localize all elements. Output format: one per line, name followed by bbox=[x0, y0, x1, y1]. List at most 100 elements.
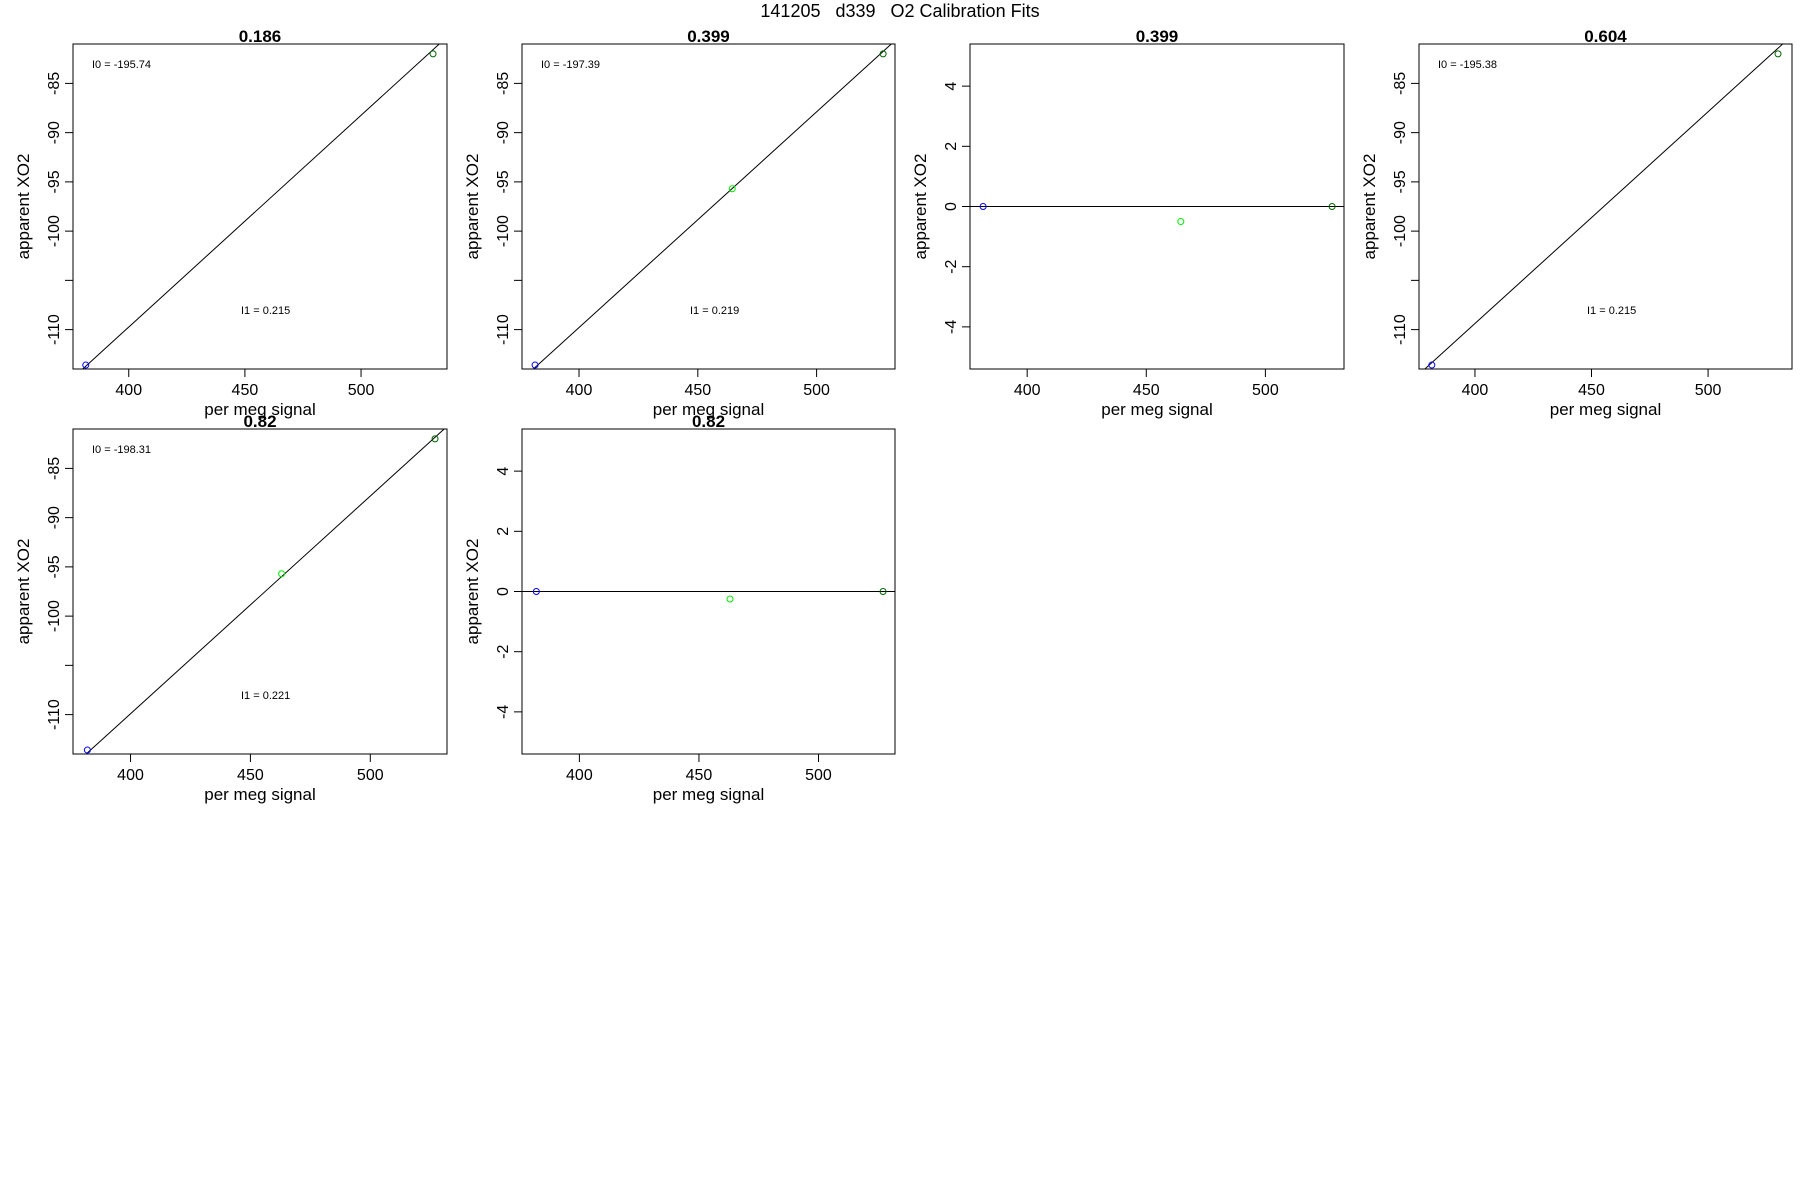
plot-panel-5: 0.82 400 450 500 per meg signal -85 -90 -95 -100… bbox=[14, 412, 448, 804]
x-tick-label: 450 bbox=[686, 767, 713, 784]
y-tick-label: -85 bbox=[46, 457, 63, 480]
y-axis-label: apparent XO2 bbox=[463, 154, 482, 260]
slope-annotation: I1 = 0.219 bbox=[690, 305, 739, 317]
y-tick-label: -100 bbox=[1392, 215, 1409, 247]
y-tick-label: -90 bbox=[46, 506, 63, 529]
data-point bbox=[278, 570, 286, 578]
y-tick-label: -2 bbox=[943, 259, 960, 273]
y-tick-label: -110 bbox=[46, 699, 63, 730]
y-tick-label: 4 bbox=[943, 82, 960, 91]
x-tick-label: 450 bbox=[232, 382, 259, 399]
y-tick-label: 4 bbox=[495, 467, 512, 476]
plot-frame bbox=[521, 43, 896, 370]
data-point bbox=[1328, 203, 1336, 210]
y-tick-label: -100 bbox=[46, 215, 63, 247]
data-point bbox=[431, 435, 439, 443]
x-axis-label: per meg signal bbox=[653, 400, 765, 419]
intercept-annotation: I0 = -195.74 bbox=[92, 59, 151, 71]
y-tick-label: -95 bbox=[495, 170, 512, 193]
plot-title: 0.186 bbox=[239, 27, 282, 46]
y-tick-label: -95 bbox=[46, 170, 63, 193]
y-tick-label: -110 bbox=[495, 314, 512, 345]
plot-panel-2: 0.399 400 450 500 per meg signal -85 -90 -95 -10… bbox=[463, 27, 896, 419]
x-tick-label: 400 bbox=[566, 382, 593, 399]
x-axis-label: per meg signal bbox=[204, 785, 316, 804]
x-tick-label: 450 bbox=[237, 767, 264, 784]
x-axis-label: per meg signal bbox=[1101, 400, 1213, 419]
data-point bbox=[82, 361, 90, 369]
x-axis-label: per meg signal bbox=[653, 785, 765, 804]
y-tick-label: 2 bbox=[943, 142, 960, 151]
x-tick-label: 500 bbox=[1695, 382, 1722, 399]
plot-data bbox=[970, 203, 1344, 226]
data-point bbox=[979, 203, 987, 210]
plot-data bbox=[81, 44, 441, 369]
x-tick-label: 400 bbox=[117, 767, 144, 784]
intercept-annotation: I0 = -195.38 bbox=[1438, 59, 1497, 71]
x-tick-label: 500 bbox=[1252, 382, 1279, 399]
y-tick-label: 0 bbox=[943, 202, 960, 211]
x-tick-label: 500 bbox=[348, 382, 375, 399]
y-tick-label: -90 bbox=[495, 121, 512, 144]
data-point bbox=[532, 588, 540, 595]
y-tick-label: -85 bbox=[1392, 72, 1409, 95]
y-tick-label: -95 bbox=[46, 555, 63, 578]
plot-title: 0.399 bbox=[1136, 27, 1179, 46]
y-tick-label: -95 bbox=[1392, 170, 1409, 193]
plot-frame bbox=[72, 428, 448, 755]
slope-annotation: I1 = 0.215 bbox=[1587, 305, 1636, 317]
data-point bbox=[1177, 218, 1185, 226]
x-tick-label: 450 bbox=[1133, 382, 1160, 399]
y-axis-label: apparent XO2 bbox=[463, 539, 482, 645]
data-point bbox=[1428, 361, 1436, 369]
intercept-annotation: I0 = -198.31 bbox=[92, 444, 151, 456]
x-axis-label: per meg signal bbox=[204, 400, 316, 419]
y-axis-label: apparent XO2 bbox=[14, 539, 33, 645]
x-tick-label: 400 bbox=[1014, 382, 1041, 399]
y-tick-label: -100 bbox=[46, 600, 63, 632]
data-point bbox=[879, 588, 887, 595]
plot-title: 0.82 bbox=[243, 412, 276, 431]
slope-annotation: I1 = 0.215 bbox=[241, 305, 290, 317]
y-tick-label: -85 bbox=[46, 72, 63, 95]
page-title: 141205 d339 O2 Calibration Fits bbox=[760, 1, 1040, 21]
plot-panel-4: 0.604 400 450 500 per meg signal -85 -90 -95 -10… bbox=[1360, 27, 1793, 419]
y-tick-label: -90 bbox=[46, 121, 63, 144]
y-tick-label: -2 bbox=[495, 644, 512, 658]
y-tick-label: -110 bbox=[46, 314, 63, 345]
plot-title: 0.82 bbox=[692, 412, 725, 431]
data-point bbox=[1774, 50, 1782, 58]
plot-data bbox=[1424, 44, 1784, 369]
plot-panel-1: 0.186 400 450 500 per meg signal -85 -90 -95 -10… bbox=[14, 27, 448, 419]
plot-title: 0.604 bbox=[1584, 27, 1627, 46]
y-tick-label: 2 bbox=[495, 527, 512, 536]
y-tick-label: -90 bbox=[1392, 121, 1409, 144]
y-axis-label: apparent XO2 bbox=[911, 154, 930, 260]
data-point bbox=[531, 361, 539, 369]
y-tick-label: -100 bbox=[495, 215, 512, 247]
x-axis-label: per meg signal bbox=[1550, 400, 1662, 419]
intercept-annotation: I0 = -197.39 bbox=[541, 59, 600, 71]
x-tick-label: 450 bbox=[684, 382, 711, 399]
plot-panel-3: 0.399 400 450 500 per meg signal 4 2 0 -2 -4 appar… bbox=[911, 27, 1345, 419]
plot-frame bbox=[72, 43, 448, 370]
fit-line bbox=[1424, 44, 1784, 369]
x-tick-label: 500 bbox=[357, 767, 384, 784]
x-tick-label: 400 bbox=[1462, 382, 1489, 399]
x-tick-label: 500 bbox=[805, 767, 832, 784]
fit-line bbox=[81, 44, 441, 369]
x-tick-label: 500 bbox=[803, 382, 830, 399]
y-tick-label: -85 bbox=[495, 72, 512, 95]
data-point bbox=[726, 595, 734, 603]
plot-title: 0.399 bbox=[687, 27, 730, 46]
slope-annotation: I1 = 0.221 bbox=[241, 690, 290, 702]
fit-line bbox=[85, 429, 445, 754]
x-tick-label: 400 bbox=[115, 382, 142, 399]
x-tick-label: 400 bbox=[566, 767, 593, 784]
data-point bbox=[728, 185, 736, 193]
y-axis-label: apparent XO2 bbox=[1360, 154, 1379, 260]
plot-data bbox=[83, 429, 445, 754]
y-tick-label: -110 bbox=[1392, 314, 1409, 345]
y-tick-label: -4 bbox=[943, 320, 960, 334]
